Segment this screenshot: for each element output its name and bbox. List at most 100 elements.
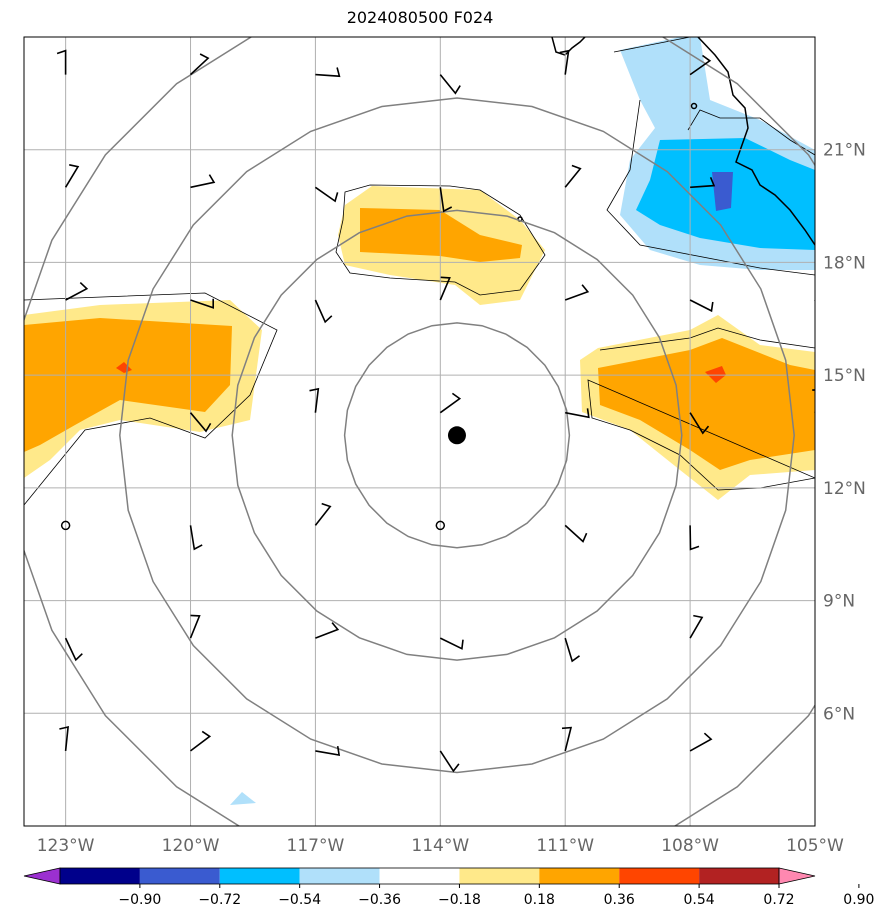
colorbar-swatch: [139, 868, 220, 884]
colorbar-outline: [59, 867, 780, 885]
wind-barb: [59, 725, 70, 751]
range-ring: [24, 37, 815, 826]
wind-barb: [314, 299, 333, 324]
wind-barb: [814, 637, 815, 639]
wind-barb: [309, 387, 320, 413]
colorbar-tick-label: 0.54: [684, 892, 715, 908]
positive-region-north-core: [360, 208, 522, 262]
colorbar: [23, 867, 816, 885]
wind-barb: [189, 53, 210, 76]
wind-barb: [56, 49, 67, 75]
wind-barb: [690, 176, 716, 189]
wind-barb: [564, 164, 582, 188]
longitude-tick-labels: 123°W 120°W 117°W 114°W 111°W 108°W 105°W: [37, 836, 844, 856]
wind-barbs: [56, 49, 815, 773]
range-ring: [343, 322, 571, 549]
wind-barb: [564, 524, 588, 543]
map-title: 2024080500 F024: [346, 8, 494, 27]
wind-barb: [189, 525, 203, 551]
colorbar-swatch: [379, 868, 460, 884]
lon-tick-label: 120°W: [162, 836, 220, 856]
lat-tick-label: 6°N: [823, 704, 855, 724]
colorbar-tick-label: −0.72: [198, 892, 241, 908]
colorbar-swatch: [299, 868, 380, 884]
wind-barb: [439, 392, 462, 414]
wind-barb: [565, 408, 590, 419]
positive-region-east-core: [598, 338, 815, 470]
positive-region-west-peak: [116, 362, 132, 373]
shaded-field: [24, 37, 815, 805]
wind-barb: [689, 614, 704, 639]
calm-wind-symbol: [435, 520, 446, 531]
negative-region-northeast-core: [712, 172, 733, 211]
wind-barb: [439, 750, 460, 773]
wind-barb: [814, 300, 815, 303]
colorbar-extend-low: [23, 867, 61, 885]
wind-barb: [689, 299, 714, 313]
lat-tick-label: 12°N: [823, 479, 866, 499]
colorbar-swatch: [459, 868, 540, 884]
wind-barb: [64, 164, 80, 188]
colorbar-swatch: [219, 868, 300, 884]
storm-center-marker: [447, 426, 466, 445]
positive-region-west-core: [24, 318, 232, 452]
range-ring: [119, 97, 795, 774]
wind-barb: [315, 745, 341, 756]
wind-barb: [564, 637, 580, 663]
wind-barb: [814, 74, 815, 76]
wind-barb: [190, 298, 214, 309]
wind-barb: [689, 412, 710, 435]
wind-barb: [561, 726, 573, 752]
colorbar-tick-label: −0.54: [278, 892, 321, 908]
wind-barb: [814, 524, 815, 526]
wind-barb: [190, 174, 216, 189]
calm-wind-symbol: [60, 520, 71, 531]
negative-region-south-patch: [230, 792, 256, 805]
wind-barb: [689, 54, 712, 76]
gridlines: [24, 37, 815, 826]
map-plot-area: [24, 37, 815, 826]
colorbar-tick-label: 0.90: [843, 892, 874, 908]
wind-barb: [814, 750, 815, 752]
wind-barb: [315, 67, 341, 78]
wind-barb: [190, 730, 212, 752]
positive-region-east-peak: [705, 366, 726, 383]
lon-tick-label: 108°W: [661, 836, 719, 856]
range-rings: [24, 37, 815, 826]
lat-tick-label: 9°N: [823, 592, 855, 612]
colorbar-swatch: [619, 868, 700, 884]
lat-tick-label: 15°N: [823, 366, 866, 386]
wind-barb: [439, 187, 453, 213]
wind-barb: [814, 187, 815, 189]
wind-barb: [315, 622, 340, 639]
colorbar-extend-high: [778, 867, 816, 885]
colorbar-tick-label: 0.36: [604, 892, 635, 908]
colorbar-tick-label: 0.18: [524, 892, 555, 908]
wind-barb: [439, 276, 451, 301]
colorbar-tick-label: −0.36: [358, 892, 401, 908]
wind-barb: [64, 637, 83, 662]
map-frame: [23, 36, 816, 827]
wind-barb: [65, 282, 89, 301]
lat-tick-label: 18°N: [823, 253, 866, 273]
wind-barb: [314, 186, 339, 203]
wind-barb: [314, 502, 332, 526]
wind-barb: [439, 74, 461, 95]
lon-tick-label: 114°W: [411, 836, 469, 856]
colorbar-swatch: [699, 868, 779, 884]
colorbar-tick-label: 0.72: [763, 892, 794, 908]
colorbar-swatch: [539, 868, 620, 884]
wind-barb: [559, 49, 570, 75]
wind-barb: [689, 525, 700, 551]
range-ring: [231, 209, 683, 661]
colorbar-tick-label: −0.18: [438, 892, 481, 908]
lon-tick-label: 105°W: [786, 836, 844, 856]
colorbar-swatch: [60, 868, 140, 884]
wind-barb: [689, 732, 713, 752]
wind-barb: [439, 637, 464, 650]
lon-tick-label: 123°W: [37, 836, 95, 856]
lon-tick-label: 117°W: [287, 836, 345, 856]
colorbar-tick-label: −0.90: [118, 892, 161, 908]
latitude-tick-labels: 21°N 18°N 15°N 12°N 9°N 6°N: [823, 141, 866, 725]
